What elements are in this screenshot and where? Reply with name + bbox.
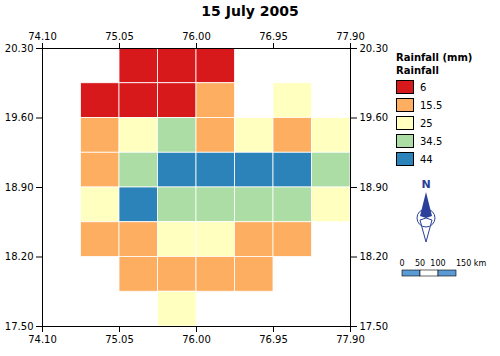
svg-text:18.90: 18.90 xyxy=(5,182,34,193)
svg-text:18.20: 18.20 xyxy=(5,251,34,262)
svg-text:0: 0 xyxy=(399,259,404,268)
svg-text:N: N xyxy=(421,178,430,191)
svg-text:18.20: 18.20 xyxy=(360,251,389,262)
svg-text:17.50: 17.50 xyxy=(360,321,389,332)
html-text:44: 44 xyxy=(420,153,433,165)
svg-text:150 km: 150 km xyxy=(456,259,486,268)
svg-text:74.10: 74.10 xyxy=(28,334,57,345)
svg-text:77.90: 77.90 xyxy=(336,31,365,42)
html-text:15 July 2005: 15 July 2005 xyxy=(201,3,299,19)
svg-text:17.50: 17.50 xyxy=(5,321,34,332)
svg-text:76.95: 76.95 xyxy=(259,31,288,42)
svg-text:74.10: 74.10 xyxy=(28,31,57,42)
svg-text:76.00: 76.00 xyxy=(182,31,211,42)
svg-text:76.95: 76.95 xyxy=(259,334,288,345)
svg-text:19.60: 19.60 xyxy=(360,112,389,123)
svg-text:75.05: 75.05 xyxy=(105,31,134,42)
html-text:15.5: 15.5 xyxy=(420,99,443,111)
html-text:34.5: 34.5 xyxy=(420,135,443,147)
svg-text:19.60: 19.60 xyxy=(5,112,34,123)
html-text:Rainfall: Rainfall xyxy=(396,65,439,76)
svg-text:76.00: 76.00 xyxy=(182,334,211,345)
html-text:6: 6 xyxy=(420,81,427,93)
svg-text:77.90: 77.90 xyxy=(336,334,365,345)
svg-text:75.05: 75.05 xyxy=(105,334,134,345)
svg-text:20.30: 20.30 xyxy=(5,43,34,54)
svg-text:50: 50 xyxy=(415,259,425,268)
svg-text:100: 100 xyxy=(430,259,445,268)
svg-text:20.30: 20.30 xyxy=(360,43,389,54)
svg-text:18.90: 18.90 xyxy=(360,182,389,193)
html-text:Rainfall (mm): Rainfall (mm) xyxy=(396,52,473,63)
html-text:25: 25 xyxy=(420,117,433,129)
